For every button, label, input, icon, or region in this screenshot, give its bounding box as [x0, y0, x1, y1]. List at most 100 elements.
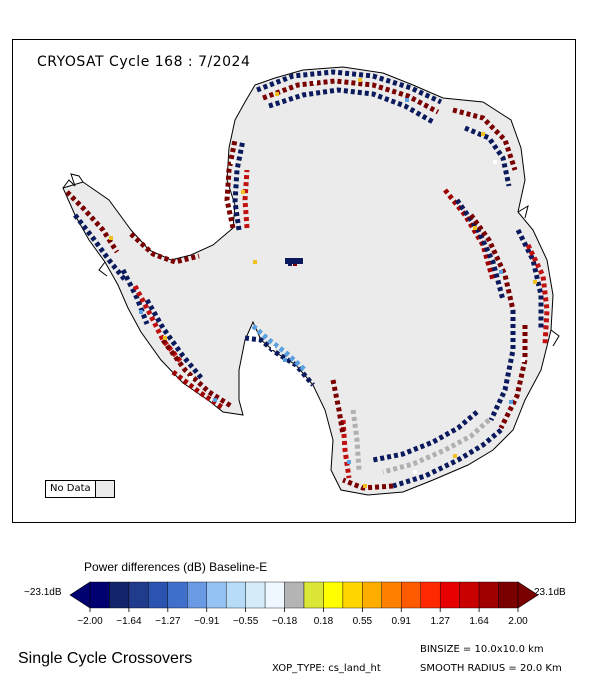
colorbar-max-label: 23.1dB — [534, 587, 566, 598]
track-accent-4 — [481, 132, 485, 136]
footer-caption: Single Cycle Crossovers — [18, 650, 193, 667]
track-accent-6 — [473, 226, 477, 230]
track-accent-17 — [109, 236, 113, 240]
colorbar-cell-7 — [225, 581, 246, 609]
track-accent-19 — [163, 336, 167, 340]
track-accent-21 — [213, 398, 217, 402]
track-7 — [468, 213, 516, 311]
track-accent-13 — [363, 484, 367, 488]
no-data-label: No Data — [50, 483, 91, 494]
no-data-legend: No Data — [45, 480, 115, 498]
xop-type-label: XOP_TYPE: cs_land_ht — [272, 663, 381, 674]
antarctica-map — [62, 66, 560, 496]
colorbar-min-label: −23.1dB — [24, 587, 62, 598]
track-accent-14 — [347, 460, 351, 464]
track-3 — [452, 107, 518, 171]
track-accent-10 — [509, 400, 513, 404]
track-accent-9 — [521, 358, 525, 362]
track-13 — [382, 418, 491, 475]
track-28 — [171, 370, 225, 411]
colorbar-cell-11 — [303, 581, 324, 609]
colorbar-cell-4 — [167, 581, 188, 609]
smooth-radius-label: SMOOTH RADIUS = 20.0 Km — [420, 663, 562, 674]
colorbar-cell-2 — [128, 581, 149, 609]
track-22 — [73, 213, 127, 282]
track-11 — [498, 325, 528, 430]
track-accent-5 — [493, 160, 497, 164]
track-14 — [372, 410, 479, 463]
track-25 — [132, 284, 183, 364]
track-accent-15 — [283, 358, 287, 362]
track-24 — [120, 268, 150, 325]
colorbar-cell-3 — [148, 581, 169, 609]
colorbar-cell-8 — [245, 581, 266, 609]
track-18 — [330, 379, 346, 436]
track-accent-2 — [358, 78, 362, 82]
track-19 — [244, 335, 315, 387]
map-panel: CRYOSAT Cycle 168 : 7/2024 No Data — [12, 39, 576, 523]
colorbar-cell-12 — [323, 581, 344, 609]
track-0 — [256, 69, 443, 105]
colorbar-cell-17 — [420, 581, 441, 609]
colorbar-cell-16 — [401, 581, 421, 609]
colorbar-cell-20 — [478, 581, 499, 609]
track-9 — [525, 243, 550, 346]
crossover-tracks — [65, 69, 550, 491]
track-1 — [262, 78, 440, 115]
landmass-outline — [62, 66, 554, 496]
colorbar-tick-label-7: 0.55 — [353, 616, 373, 627]
track-accent-22 — [241, 190, 245, 194]
track-26 — [144, 298, 205, 382]
colorbar-cell-15 — [381, 581, 402, 609]
track-12 — [392, 428, 503, 489]
track-accent-16 — [271, 346, 275, 350]
colorbar: −2.00 −1.64 −1.27 −0.91 −0.55 −0.18 0.18 0.55 0.… — [69, 581, 539, 627]
pole-patch — [285, 258, 303, 264]
track-6 — [454, 198, 506, 301]
track-accent-7 — [499, 270, 503, 274]
colorbar-cell-14 — [362, 581, 383, 609]
colorbar-cell-13 — [342, 581, 363, 609]
colorbar-cell-6 — [206, 581, 227, 609]
track-accent-8 — [533, 280, 537, 284]
antarctica-landmass — [62, 66, 560, 496]
colorbar-tick-label-1: −1.64 — [116, 616, 142, 627]
track-accent-23 — [231, 160, 235, 164]
track-accent-18 — [139, 310, 143, 314]
track-accent-11 — [453, 454, 457, 458]
track-accent-20 — [189, 376, 193, 380]
colorbar-cell-9 — [264, 581, 285, 609]
track-31 — [242, 169, 250, 229]
binsize-label: BINSIZE = 10.0x10.0 km — [420, 644, 544, 655]
colorbar-tick-label-0: −2.00 — [77, 616, 103, 627]
colorbar-tick-label-9: 1.27 — [430, 616, 450, 627]
colorbar-cell-0 — [89, 581, 110, 609]
colorbar-cell-5 — [187, 581, 207, 609]
colorbar-tick-label-4: −0.55 — [233, 616, 259, 627]
colorbar-tick-label-6: 0.18 — [314, 616, 334, 627]
colorbar-cell-10 — [284, 581, 305, 609]
no-data-swatch — [95, 480, 115, 498]
colorbar-tick-label-10: 1.64 — [469, 616, 489, 627]
track-30 — [232, 139, 246, 231]
colorbar-arrow-high — [517, 581, 539, 609]
colorbar-cell-19 — [459, 581, 480, 609]
track-accent-3 — [405, 98, 409, 102]
track-17 — [350, 409, 362, 471]
track-23 — [129, 232, 200, 265]
track-21 — [65, 190, 120, 254]
track-2 — [268, 87, 435, 125]
colorbar-cell-21 — [498, 581, 519, 609]
colorbar-arrow-low — [69, 581, 91, 609]
track-accent-0 — [275, 92, 279, 96]
colorbar-tick-label-5: −0.18 — [272, 616, 298, 627]
track-accent-1 — [313, 80, 317, 84]
colorbar-tick-label-3: −0.91 — [194, 616, 220, 627]
track-4 — [464, 125, 512, 187]
track-20 — [251, 324, 307, 372]
track-accent-12 — [413, 470, 417, 474]
colorbar-tick-label-8: 0.91 — [392, 616, 412, 627]
colorbar-tick-label-11: 2.00 — [508, 616, 528, 627]
track-accent-24 — [253, 260, 257, 264]
colorbar-cell-18 — [439, 581, 460, 609]
